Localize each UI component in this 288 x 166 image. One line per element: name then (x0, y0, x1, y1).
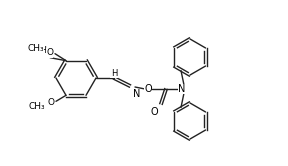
Text: O: O (47, 98, 54, 107)
Text: CH₃: CH₃ (29, 102, 45, 111)
Text: N: N (178, 84, 186, 94)
Text: O: O (144, 84, 152, 94)
Text: H: H (111, 69, 117, 78)
Text: CH₃: CH₃ (27, 44, 44, 53)
Text: CH₃: CH₃ (34, 46, 51, 55)
Text: O: O (41, 48, 48, 57)
Text: O: O (46, 48, 53, 57)
Text: O: O (150, 107, 158, 117)
Text: N: N (133, 89, 140, 99)
